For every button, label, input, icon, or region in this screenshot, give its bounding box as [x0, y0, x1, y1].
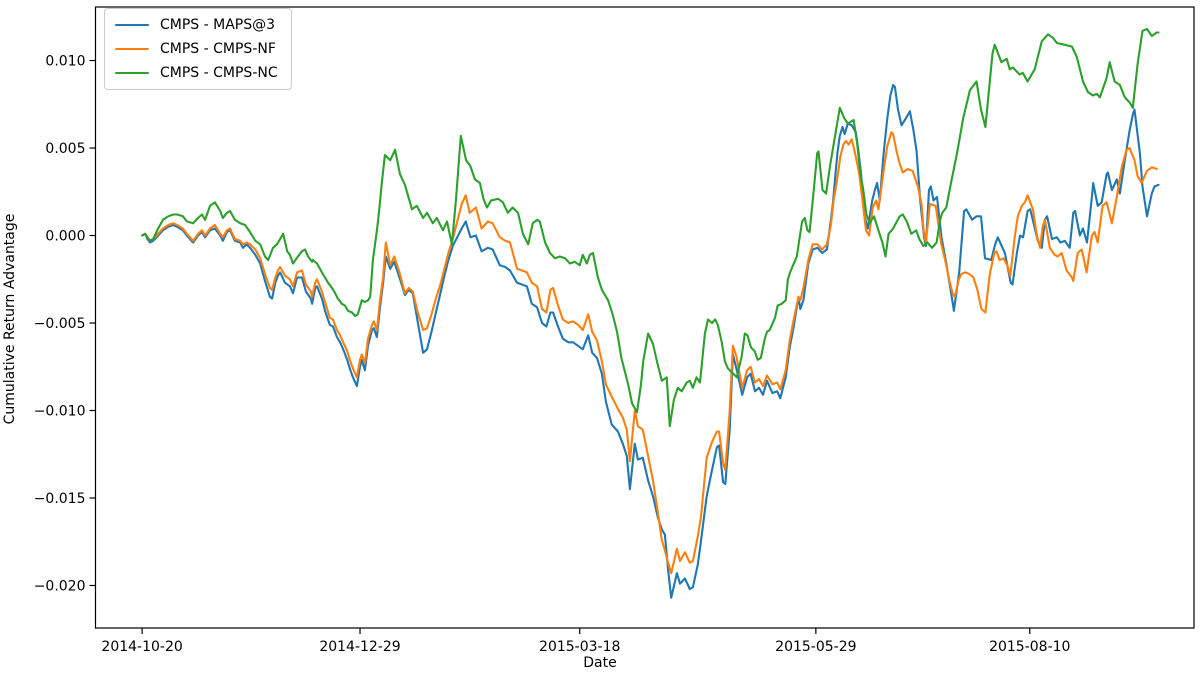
y-tick-label: −0.015: [34, 491, 86, 507]
series-line-0: [141, 83, 1160, 599]
legend-swatch-cmps-nf: [115, 47, 149, 51]
x-tick-label: 2015-03-18: [539, 639, 620, 655]
series-line-1: [141, 131, 1158, 575]
y-tick-label: −0.010: [34, 404, 86, 420]
y-tick-label: 0.000: [45, 229, 85, 245]
y-axis-label: Cumulative Return Advantage: [2, 213, 18, 425]
legend: CMPS - MAPS@3 CMPS - CMPS-NF CMPS - CMPS…: [104, 8, 292, 90]
series-line-2: [141, 27, 1160, 428]
legend-item: CMPS - MAPS@3: [115, 15, 278, 35]
x-tick-label: 2015-08-10: [989, 639, 1070, 655]
y-tick-label: −0.005: [34, 316, 86, 332]
legend-swatch-maps3: [115, 23, 149, 27]
x-tick-label: 2014-10-20: [101, 639, 182, 655]
y-tick-label: −0.020: [34, 578, 86, 594]
legend-label-maps3: CMPS - MAPS@3: [160, 17, 276, 33]
x-tick-label: 2014-12-29: [319, 639, 400, 655]
legend-label-cmps-nf: CMPS - CMPS-NF: [160, 41, 276, 57]
legend-item: CMPS - CMPS-NC: [115, 63, 278, 83]
y-tick-label: 0.010: [45, 54, 85, 70]
legend-label-cmps-nc: CMPS - CMPS-NC: [160, 65, 278, 81]
legend-item: CMPS - CMPS-NF: [115, 39, 278, 59]
legend-swatch-cmps-nc: [115, 71, 149, 75]
y-tick-label: 0.005: [45, 141, 85, 157]
plot-border: [94, 6, 1195, 629]
x-tick-label: 2015-05-29: [775, 639, 856, 655]
x-axis-label: Date: [583, 655, 617, 671]
